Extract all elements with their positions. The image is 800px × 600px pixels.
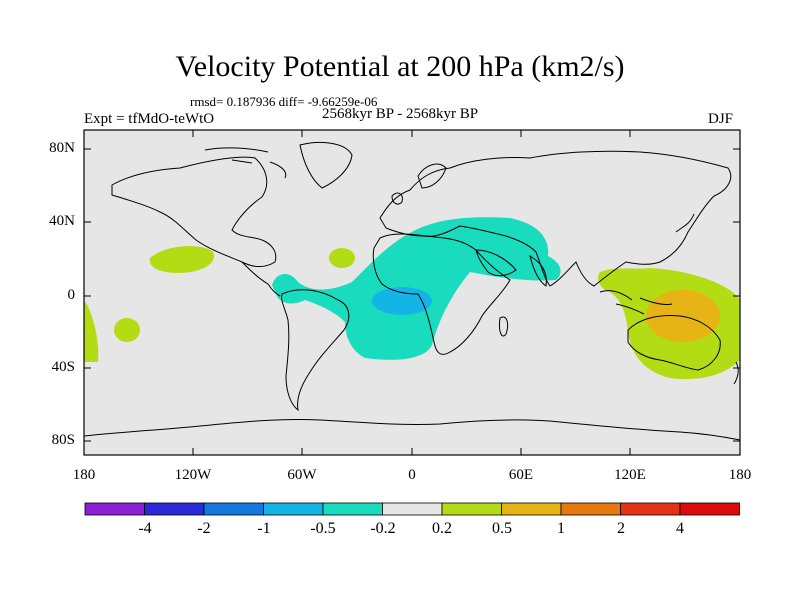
colorbar-label: -4	[138, 520, 152, 537]
colorbar-label: 1	[557, 520, 565, 537]
coast-se-asia-islands	[599, 290, 673, 315]
season-label: DJF	[708, 111, 734, 127]
coast-madagascar	[499, 316, 509, 337]
colorbar	[84, 502, 740, 516]
colorbar-swatch	[84, 502, 145, 516]
colorbar-swatch	[501, 502, 562, 516]
lat-label-80s: 80S	[51, 432, 75, 448]
colorbar-swatch	[441, 502, 502, 516]
coast-africa	[372, 233, 511, 355]
colorbar-swatch	[382, 502, 443, 516]
colorbar-label: 4	[676, 520, 684, 537]
period-text: 2568kyr BP - 2568kyr BP	[322, 106, 479, 122]
coast-arabia	[475, 249, 517, 277]
coast-arctic-islands	[204, 147, 287, 179]
colorbar-swatch	[203, 502, 264, 516]
coast-australia	[627, 315, 721, 371]
colorbar-swatch	[144, 502, 205, 516]
positive-region-south-pacific	[114, 318, 140, 342]
lat-label-40n: 40N	[49, 213, 75, 229]
positive-region-west-edge	[84, 300, 99, 362]
lon-label-120e: 120E	[614, 467, 646, 483]
coast-greenland	[299, 142, 353, 189]
positive-region-north-pacific	[149, 246, 215, 273]
lon-label-120w: 120W	[174, 467, 212, 483]
lat-ticks	[84, 148, 740, 442]
colorbar-swatch	[679, 502, 740, 516]
coast-new-zealand	[733, 361, 739, 385]
lon-label-180w: 180	[72, 467, 96, 483]
stats-text: rmsd= 0.187936 diff= -9.66259e-06	[190, 94, 378, 109]
experiment-label: Expt = tfMdO-teWtO	[84, 111, 215, 127]
lat-label-40s: 40S	[51, 359, 75, 375]
colorbar-swatch	[560, 502, 621, 516]
chart-title: Velocity Potential at 200 hPa (km2/s)	[175, 50, 625, 83]
coast-eurasia	[379, 150, 732, 287]
colorbar-swatch	[620, 502, 681, 516]
coast-north-america	[111, 156, 277, 268]
colorbar-label: -0.5	[310, 520, 336, 537]
lat-label-80n: 80N	[49, 140, 75, 156]
negative-region-africa	[272, 217, 561, 360]
coast-british-isles	[391, 192, 403, 205]
coast-india	[529, 254, 547, 287]
coast-south-america	[281, 289, 350, 412]
colorbar-swatch	[263, 502, 324, 516]
coast-antarctica	[83, 418, 741, 441]
lon-label-0: 0	[408, 467, 416, 483]
coast-scandinavia	[417, 163, 447, 189]
colorbar-label: 0.5	[492, 520, 512, 537]
colorbar-label: -2	[197, 520, 211, 537]
colorbar-swatch	[322, 502, 383, 516]
colorbar-label: 0.2	[432, 520, 452, 537]
lat-label-0: 0	[67, 287, 76, 303]
coastlines	[83, 142, 741, 441]
coast-japan	[675, 213, 695, 233]
negative-region-core	[372, 287, 432, 315]
positive-region-atlantic	[329, 248, 355, 268]
lon-label-60w: 60W	[287, 467, 317, 483]
lon-ticks	[192, 130, 631, 455]
colorbar-label: -1	[257, 520, 271, 537]
colorbar-label: -0.2	[370, 520, 396, 537]
lon-label-60e: 60E	[508, 467, 534, 483]
colorbar-label: 2	[617, 520, 625, 537]
lon-label-180e: 180	[728, 467, 752, 483]
coast-central-america	[241, 261, 281, 297]
